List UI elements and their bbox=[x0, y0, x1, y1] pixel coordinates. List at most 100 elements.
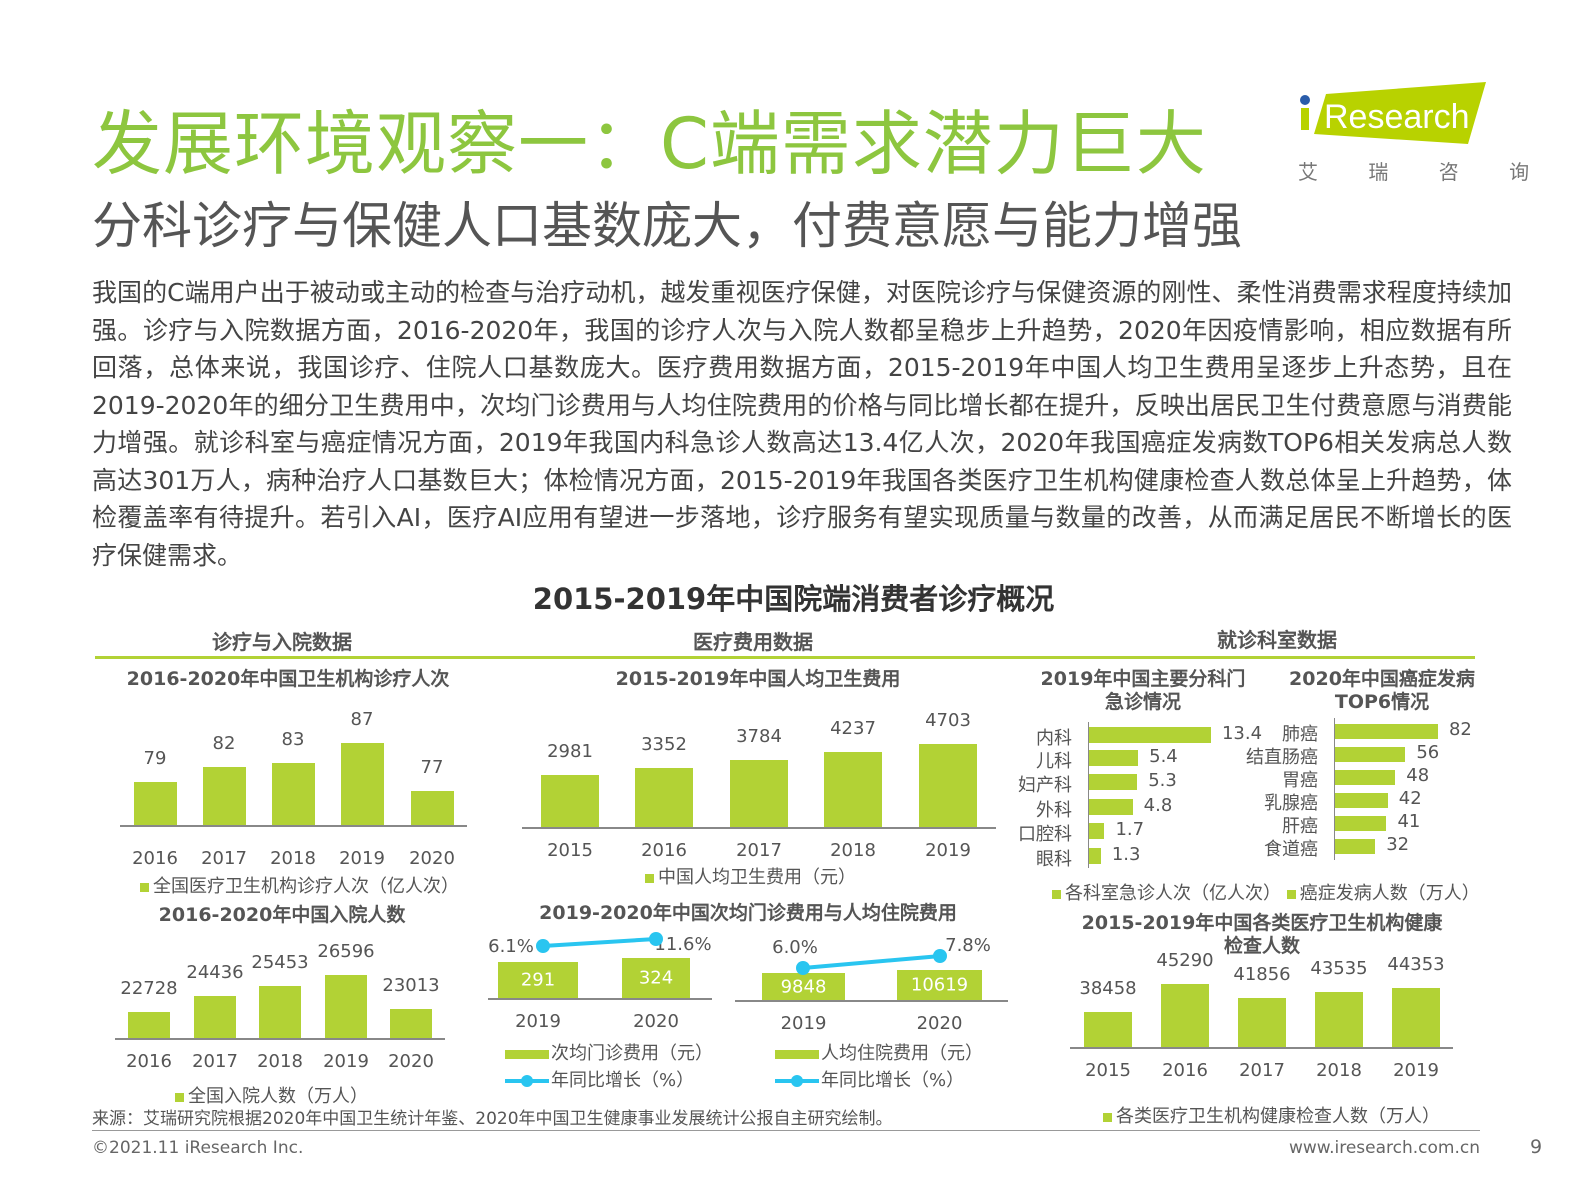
legend-label: 全国入院人数（万人） bbox=[188, 1086, 368, 1107]
outpatient-bar bbox=[622, 958, 690, 998]
admissions-x-tick-label: 2018 bbox=[257, 1051, 303, 1072]
legend-swatch bbox=[505, 1049, 549, 1059]
admissions-bar bbox=[390, 1009, 432, 1038]
dept-data-label: 1.3 bbox=[1111, 844, 1141, 865]
percapita-legend: 中国人均卫生费用（元） bbox=[645, 863, 856, 889]
inpatient-bar bbox=[897, 970, 982, 1000]
outpatient-data-label: 291 bbox=[520, 969, 556, 991]
admissions-data-label: 24436 bbox=[186, 961, 244, 983]
checkup-chart-title: 2015-2019年中国各类医疗卫生机构健康检查人数 bbox=[1081, 912, 1443, 957]
section-visits: 诊疗与入院数据 bbox=[212, 630, 352, 654]
dept-chart-title: 2019年中国主要分科门急诊情况 bbox=[1040, 668, 1246, 713]
cancer-category-label: 食道癌 bbox=[1264, 839, 1318, 860]
visits-x-tick-label: 2018 bbox=[270, 848, 316, 869]
percapita-x-tick-label: 2015 bbox=[547, 840, 593, 861]
legend-swatch bbox=[140, 883, 149, 892]
percapita-x-tick-label: 2018 bbox=[830, 840, 876, 861]
logo: Research 艾 瑞 咨 询 bbox=[1298, 82, 1529, 184]
percapita-bar bbox=[824, 752, 882, 827]
page-title: 发展环境观察一：C端需求潜力巨大 bbox=[92, 103, 1207, 185]
visits-data-label: 83 bbox=[281, 728, 305, 750]
cancer-data-label: 42 bbox=[1398, 788, 1422, 809]
dept-data-label: 5.3 bbox=[1148, 770, 1177, 791]
dept-category-label: 口腔科 bbox=[1018, 824, 1072, 845]
cancer-bar bbox=[1335, 769, 1396, 785]
admissions-chart-title: 2016-2020年中国入院人数 bbox=[158, 904, 406, 926]
section-costs: 医疗费用数据 bbox=[693, 630, 813, 654]
percapita-x-tick-label: 2016 bbox=[641, 840, 687, 861]
inpatient-bar bbox=[762, 973, 845, 1000]
checkup-bar bbox=[1315, 991, 1363, 1047]
percapita-x-tick-label: 2017 bbox=[736, 840, 782, 861]
admissions-data-label: 23013 bbox=[382, 975, 440, 997]
visits-bar bbox=[202, 767, 246, 825]
checkup-x-tick-label: 2019 bbox=[1393, 1060, 1439, 1081]
summary-paragraph: 我国的C端用户出于被动或主动的检查与治疗动机，越发重视医疗保健，对医院诊疗与保健… bbox=[92, 278, 1512, 570]
legend-swatch bbox=[175, 1093, 184, 1102]
legend-label: 年同比增长（%） bbox=[551, 1070, 695, 1091]
dept-category-label: 妇产科 bbox=[1018, 775, 1072, 796]
admissions-data-label: 25453 bbox=[251, 951, 309, 973]
inpatient-legend: 人均住院费用（元） bbox=[775, 1039, 983, 1065]
admissions-x-tick-label: 2019 bbox=[323, 1051, 369, 1072]
inpatient-growth-line bbox=[802, 954, 941, 970]
visits-x-tick-label: 2017 bbox=[201, 848, 247, 869]
visits-bar bbox=[410, 791, 454, 825]
visits-data-label: 87 bbox=[350, 709, 374, 731]
inpatient-data-label: 9848 bbox=[780, 976, 827, 997]
visits-chart-title: 2016-2020年中国卫生机构诊疗人次 bbox=[126, 668, 450, 690]
outpatient-legend: 次均门诊费用（元） bbox=[505, 1039, 713, 1065]
admissions-x-tick-label: 2017 bbox=[192, 1051, 238, 1072]
percapita-data-label: 4237 bbox=[830, 718, 876, 740]
percapita-bar bbox=[919, 744, 977, 827]
cancer-category-label: 肝癌 bbox=[1282, 816, 1318, 837]
checkup-x-tick-label: 2018 bbox=[1316, 1060, 1362, 1081]
page-subtitle: 分科诊疗与保健人口基数庞大，付费意愿与能力增强 bbox=[92, 197, 1242, 255]
visits-x-tick-label: 2019 bbox=[339, 848, 385, 869]
checkup-x-tick-label: 2016 bbox=[1162, 1060, 1208, 1081]
cancer-data-label: 56 bbox=[1416, 742, 1440, 763]
dept-bar bbox=[1089, 750, 1139, 766]
source-note: 来源：艾瑞研究院根据2020年中国卫生统计年鉴、2020年中国卫生健康事业发展统… bbox=[92, 1109, 893, 1129]
visits-x-tick-label: 2020 bbox=[409, 848, 455, 869]
legend-swatch bbox=[775, 1049, 819, 1059]
visits-bar bbox=[340, 743, 384, 825]
cancer-bar bbox=[1335, 723, 1438, 739]
inpatient-growth-point bbox=[933, 949, 947, 963]
dept-category-label: 儿科 bbox=[1036, 751, 1072, 772]
visits-x-tick-label: 2016 bbox=[132, 848, 178, 869]
checkup-data-label: 41856 bbox=[1233, 964, 1291, 986]
admissions-bar bbox=[259, 985, 301, 1038]
inpatient-x-axis bbox=[735, 1000, 1008, 1002]
admissions-bar bbox=[194, 995, 236, 1038]
iresearch-logo-icon: Research bbox=[1300, 82, 1486, 144]
legend-label: 年同比增长（%） bbox=[821, 1070, 965, 1091]
legend-label: 人均住院费用（元） bbox=[821, 1043, 983, 1064]
dept-data-label: 4.8 bbox=[1143, 795, 1173, 816]
percapita-bar bbox=[541, 774, 599, 827]
dept-category-label: 外科 bbox=[1036, 800, 1072, 821]
checkup-bar bbox=[1392, 988, 1440, 1047]
visits-legend: 全国医疗卫生机构诊疗人次（亿人次） bbox=[140, 872, 459, 898]
outpatient-line-legend: 年同比增长（%） bbox=[505, 1066, 694, 1092]
inpatient-growth-label: 6.0% bbox=[772, 937, 818, 958]
inpatient-growth-point bbox=[796, 961, 810, 975]
checkup-data-label: 38458 bbox=[1079, 978, 1137, 1000]
checkup-x-tick-label: 2017 bbox=[1239, 1060, 1285, 1081]
dept-bar bbox=[1089, 774, 1138, 790]
cancer-bar bbox=[1335, 792, 1388, 808]
copyright: ©2021.11 iResearch Inc. bbox=[92, 1138, 304, 1158]
admissions-legend: 全国入院人数（万人） bbox=[175, 1082, 368, 1108]
admissions-data-label: 22728 bbox=[120, 977, 178, 999]
page-number: 9 bbox=[1530, 1136, 1543, 1158]
outpatient-growth-label: 6.1% bbox=[488, 936, 534, 957]
website-link[interactable]: www.iresearch.com.cn bbox=[1288, 1138, 1480, 1158]
percapita-x-axis bbox=[522, 827, 996, 829]
cancer-data-label: 41 bbox=[1397, 811, 1421, 832]
checkup-data-label: 43535 bbox=[1310, 957, 1368, 979]
legend-label: 各科室急诊人次（亿人次） bbox=[1065, 883, 1281, 904]
outpatient-growth-line bbox=[542, 937, 657, 948]
outpatient-x-axis bbox=[488, 998, 712, 1000]
legend-label: 中国人均卫生费用（元） bbox=[658, 867, 856, 888]
percapita-data-label: 2981 bbox=[547, 740, 593, 762]
